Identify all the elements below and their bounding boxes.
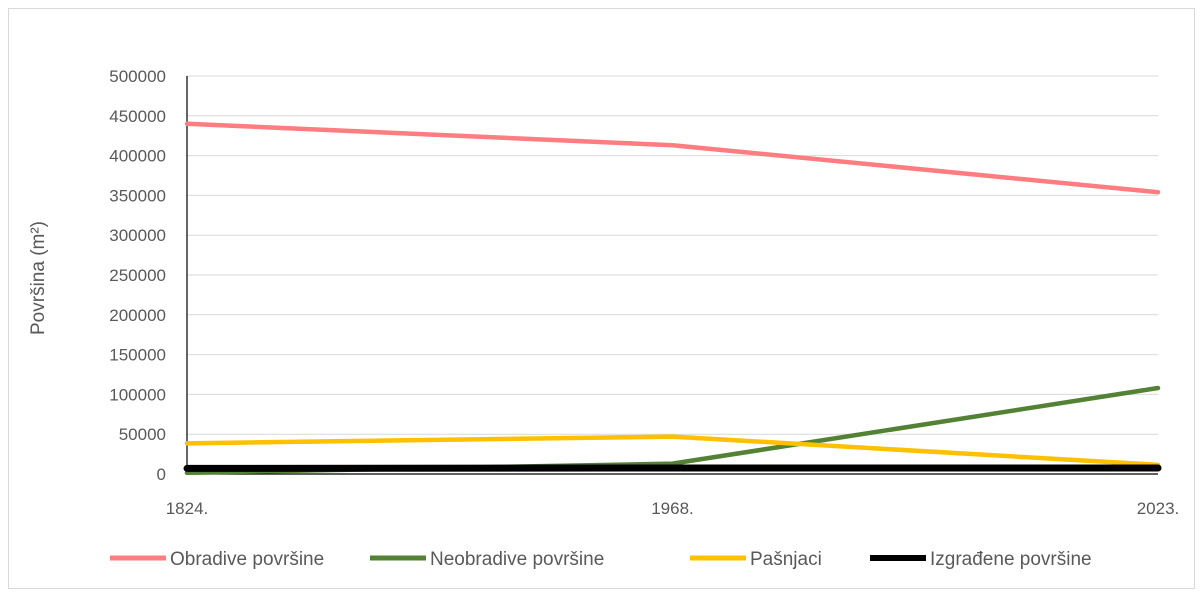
y-tick-label: 300000 bbox=[109, 226, 166, 245]
y-tick-label: 50000 bbox=[119, 425, 166, 444]
x-tick-label: 1968. bbox=[651, 499, 694, 518]
y-axis-title: Površina (m²) bbox=[28, 221, 49, 335]
legend-label: Obradive površine bbox=[170, 549, 324, 570]
x-tick-label: 2023. bbox=[1137, 499, 1180, 518]
legend-label: Izgrađene površine bbox=[930, 549, 1092, 570]
x-tick-label: 1824. bbox=[166, 499, 209, 518]
y-tick-label: 150000 bbox=[109, 346, 166, 365]
y-tick-label: 500000 bbox=[109, 67, 166, 86]
y-tick-label: 0 bbox=[157, 465, 166, 484]
legend: Obradive površine Neobradive površine Pašn… bbox=[110, 549, 1092, 570]
y-tick-label: 250000 bbox=[109, 266, 166, 285]
y-tick-label: 400000 bbox=[109, 147, 166, 166]
y-tick-label: 200000 bbox=[109, 306, 166, 325]
legend-label: Pašnjaci bbox=[750, 549, 822, 570]
y-tick-label: 350000 bbox=[109, 186, 166, 205]
legend-label: Neobradive površine bbox=[430, 549, 604, 570]
y-tick-label: 100000 bbox=[109, 385, 166, 404]
y-tick-label: 450000 bbox=[109, 107, 166, 126]
